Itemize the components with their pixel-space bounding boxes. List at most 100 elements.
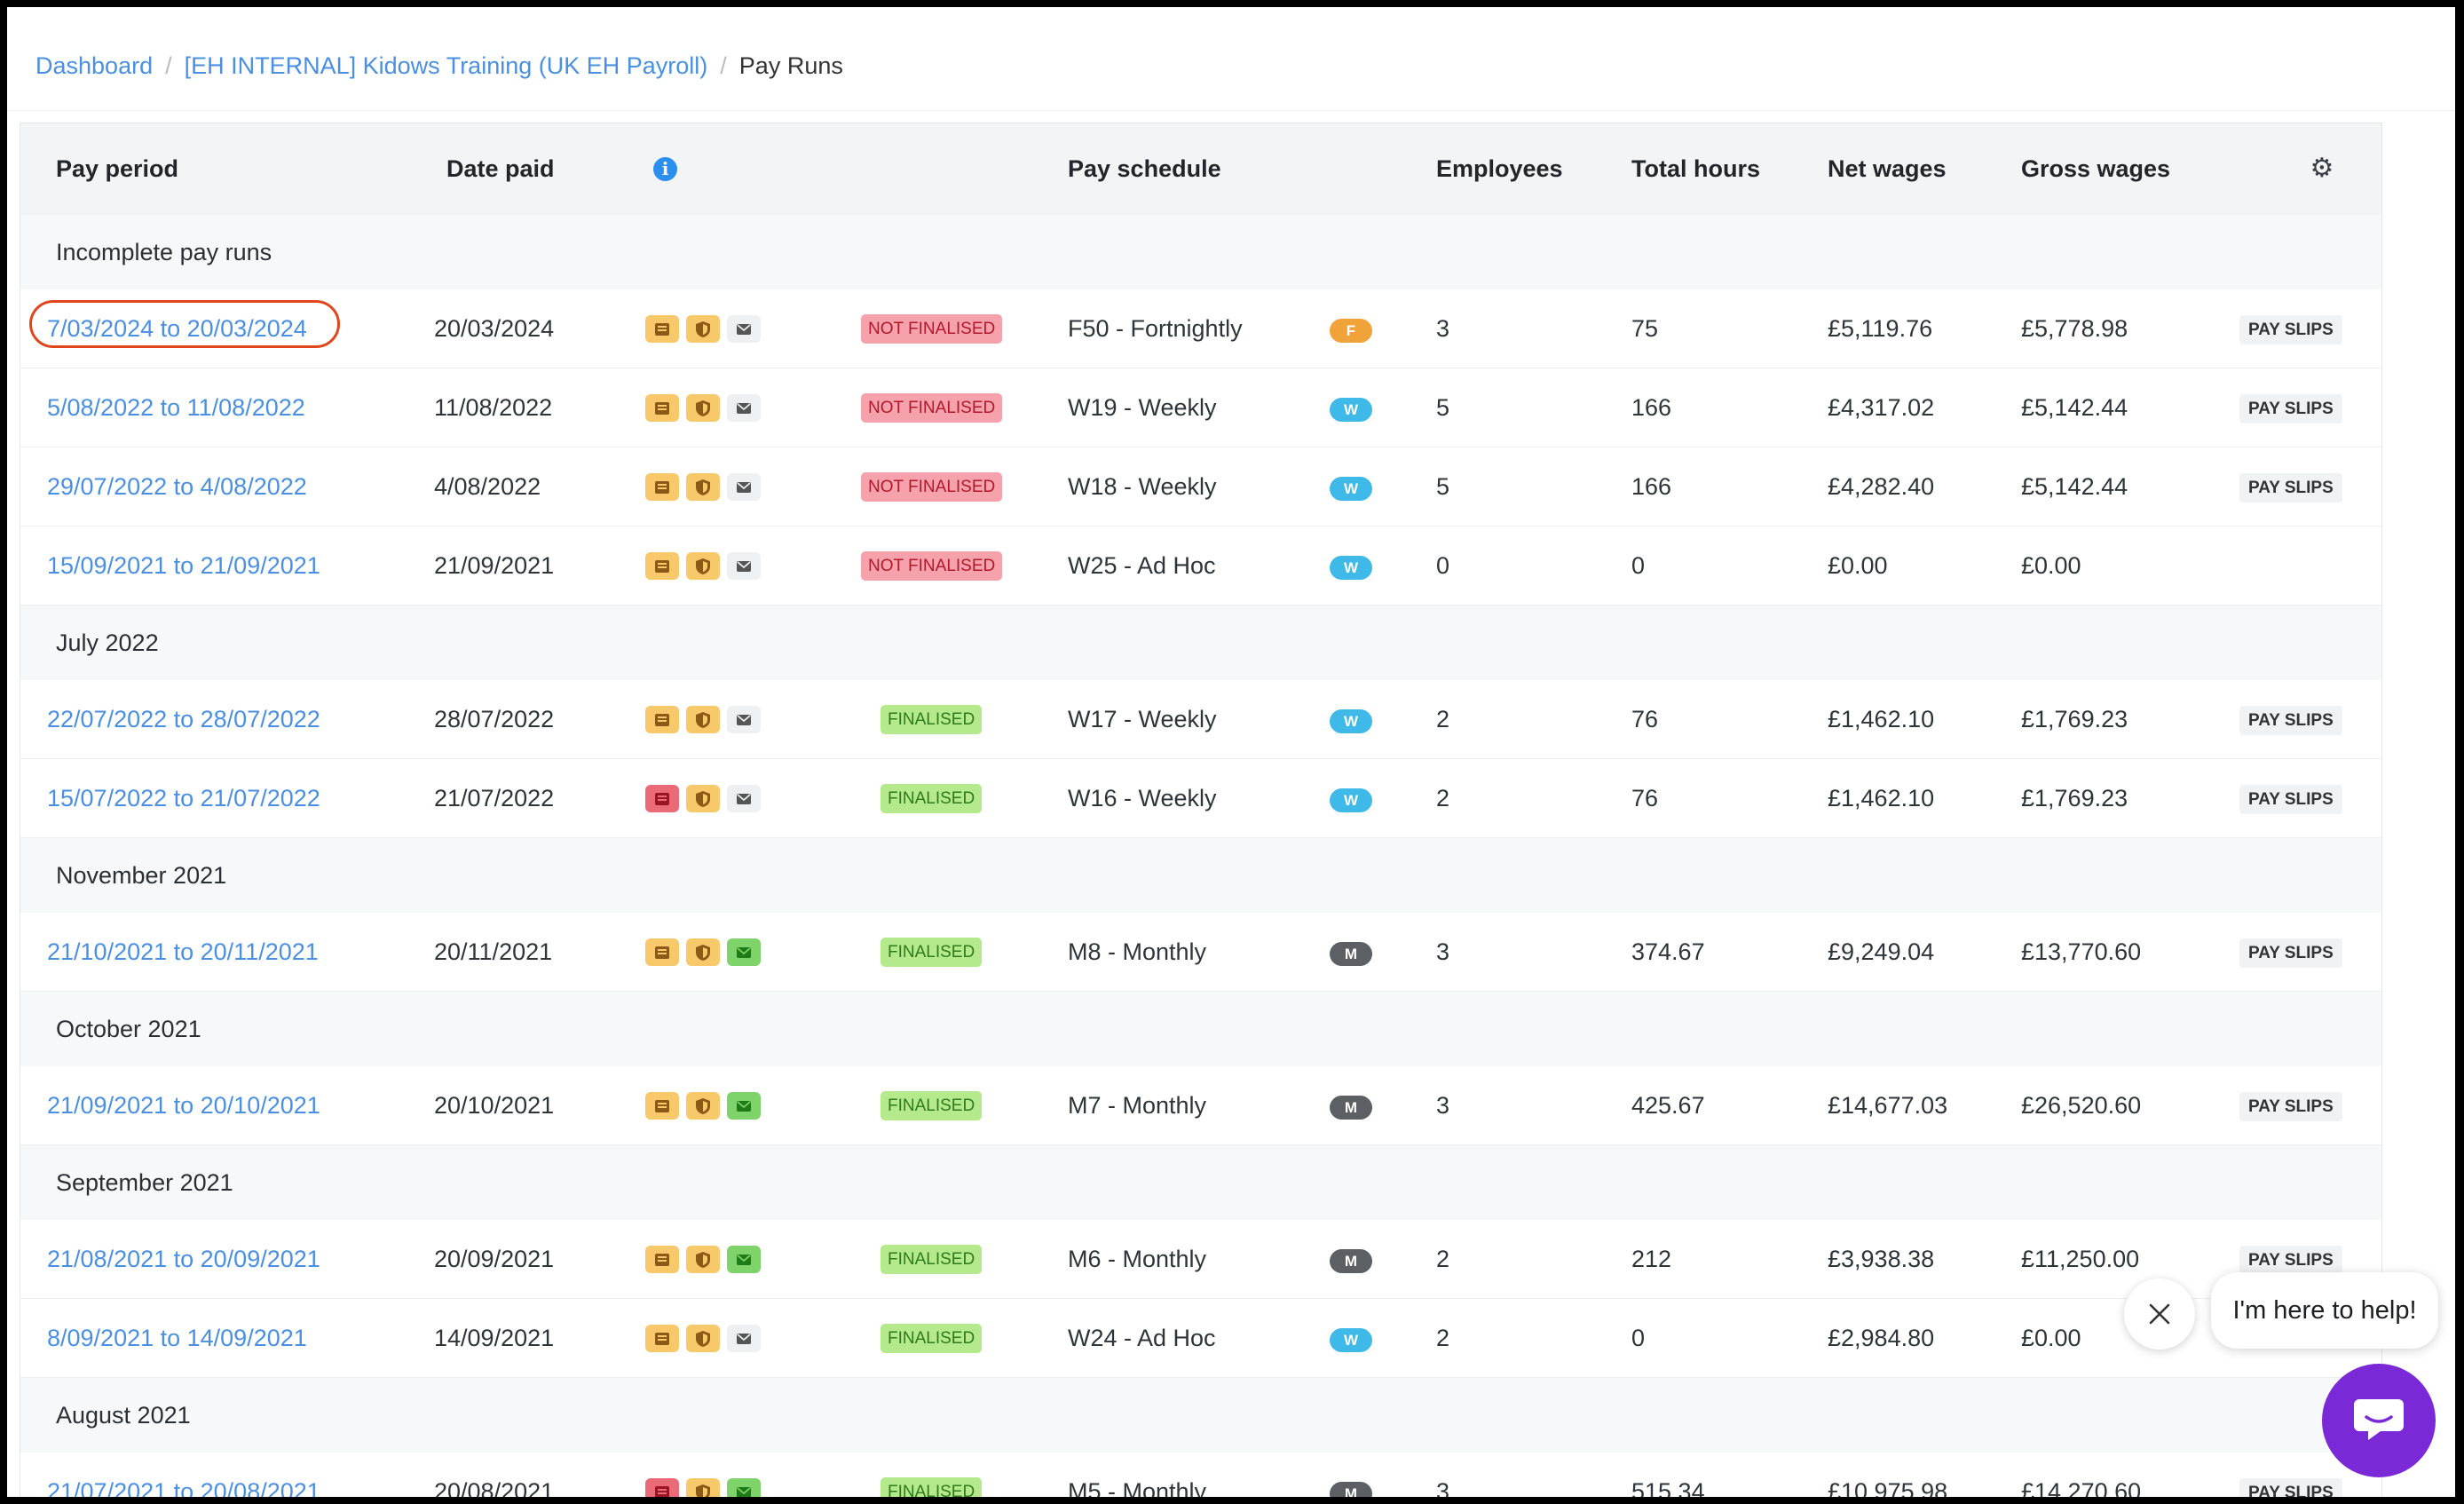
table-row[interactable]: 22/07/2022 to 28/07/2022 28/07/2022 FINALI… xyxy=(20,680,2381,759)
header-pay-schedule[interactable]: Pay schedule xyxy=(1068,155,1221,182)
pay-slips-button[interactable]: PAY SLIPS xyxy=(2239,315,2342,344)
shield-icon[interactable] xyxy=(686,1325,720,1352)
payslip-icon[interactable] xyxy=(645,785,679,812)
pay-period-link[interactable]: 8/09/2021 to 14/09/2021 xyxy=(47,1325,307,1351)
total-hours: 212 xyxy=(1631,1246,1672,1272)
email-icon[interactable] xyxy=(727,1246,761,1273)
date-paid: 28/07/2022 xyxy=(434,706,555,732)
header-date-paid[interactable]: Date paid xyxy=(446,155,555,182)
total-hours: 76 xyxy=(1631,706,1659,732)
gear-icon[interactable]: ⚙ xyxy=(2310,154,2334,183)
payslip-icon[interactable] xyxy=(645,1325,679,1352)
table-row[interactable]: 21/10/2021 to 20/11/2021 20/11/2021 FINALI… xyxy=(20,913,2381,992)
highlight-circle xyxy=(29,300,340,348)
email-icon[interactable] xyxy=(727,938,761,966)
table-row[interactable]: 5/08/2022 to 11/08/2022 11/08/2022 NOT FIN… xyxy=(20,368,2381,447)
email-icon[interactable] xyxy=(727,394,761,422)
table-row[interactable]: 21/07/2021 to 20/08/2021 20/08/2021 FINALI… xyxy=(20,1453,2381,1497)
payslip-icon[interactable] xyxy=(645,315,679,343)
chat-launcher-button[interactable] xyxy=(2322,1364,2436,1477)
header-divider xyxy=(7,110,2455,111)
group-title: August 2021 xyxy=(56,1401,191,1429)
shield-icon[interactable] xyxy=(686,1092,720,1120)
payslip-icon[interactable] xyxy=(645,394,679,422)
pay-period-link[interactable]: 21/08/2021 to 20/09/2021 xyxy=(47,1246,320,1272)
pay-period-link[interactable]: 7/03/2024 to 20/03/2024 xyxy=(47,315,307,342)
pay-slips-button[interactable]: PAY SLIPS xyxy=(2239,1246,2342,1275)
total-hours: 515.34 xyxy=(1631,1478,1705,1497)
status-badge: FINALISED xyxy=(881,1324,983,1353)
payslip-icon[interactable] xyxy=(645,1092,679,1120)
table-row[interactable]: 8/09/2021 to 14/09/2021 14/09/2021 FINALIS… xyxy=(20,1299,2381,1378)
gross-wages: £26,520.60 xyxy=(2021,1092,2142,1119)
table-row[interactable]: 15/09/2021 to 21/09/2021 21/09/2021 NOT FI… xyxy=(20,526,2381,606)
payslip-icon[interactable] xyxy=(645,552,679,580)
shield-icon[interactable] xyxy=(686,785,720,812)
table-row[interactable]: 15/07/2022 to 21/07/2022 21/07/2022 FINALI… xyxy=(20,759,2381,838)
pay-period-link[interactable]: 21/09/2021 to 20/10/2021 xyxy=(47,1092,320,1119)
payslip-icon[interactable] xyxy=(645,938,679,966)
payslip-icon[interactable] xyxy=(645,1478,679,1497)
pay-period-link[interactable]: 21/10/2021 to 20/11/2021 xyxy=(47,938,319,965)
frequency-badge: M xyxy=(1330,942,1372,966)
frequency-badge: F xyxy=(1330,319,1372,343)
payslip-icon[interactable] xyxy=(645,1246,679,1273)
email-icon[interactable] xyxy=(727,785,761,812)
net-wages: £5,119.76 xyxy=(1828,315,1933,342)
pay-period-link[interactable]: 15/09/2021 to 21/09/2021 xyxy=(47,552,320,579)
table-row[interactable]: 7/03/2024 to 20/03/2024 20/03/2024 NOT FIN… xyxy=(20,289,2381,368)
pay-slips-button[interactable]: PAY SLIPS xyxy=(2239,1092,2342,1121)
header-pay-period[interactable]: Pay period xyxy=(56,155,179,182)
total-hours: 75 xyxy=(1631,315,1659,342)
total-hours: 166 xyxy=(1631,473,1672,500)
employees-count: 3 xyxy=(1436,315,1450,342)
header-net-wages[interactable]: Net wages xyxy=(1828,155,1947,182)
pay-period-link[interactable]: 15/07/2022 to 21/07/2022 xyxy=(47,785,320,811)
info-icon[interactable]: i xyxy=(653,157,677,181)
pay-period-link[interactable]: 5/08/2022 to 11/08/2022 xyxy=(47,394,305,421)
gross-wages: £0.00 xyxy=(2021,552,2081,579)
group-title: September 2021 xyxy=(56,1168,233,1196)
pay-slips-button[interactable]: PAY SLIPS xyxy=(2239,394,2342,423)
shield-icon[interactable] xyxy=(686,706,720,733)
shield-icon[interactable] xyxy=(686,394,720,422)
chat-message[interactable]: I'm here to help! xyxy=(2211,1272,2438,1349)
frequency-badge: M xyxy=(1330,1249,1372,1273)
header-employees[interactable]: Employees xyxy=(1436,155,1563,182)
employees-count: 3 xyxy=(1436,938,1450,965)
email-icon[interactable] xyxy=(727,1478,761,1497)
email-icon[interactable] xyxy=(727,552,761,580)
shield-icon[interactable] xyxy=(686,473,720,501)
total-hours: 166 xyxy=(1631,394,1672,421)
pay-period-link[interactable]: 29/07/2022 to 4/08/2022 xyxy=(47,473,307,500)
table-row[interactable]: 21/09/2021 to 20/10/2021 20/10/2021 FINALI… xyxy=(20,1066,2381,1145)
shield-icon[interactable] xyxy=(686,552,720,580)
pay-slips-button[interactable]: PAY SLIPS xyxy=(2239,785,2342,814)
header-total-hours[interactable]: Total hours xyxy=(1631,155,1760,182)
pay-slips-button[interactable]: PAY SLIPS xyxy=(2239,473,2342,503)
shield-icon[interactable] xyxy=(686,1246,720,1273)
email-icon[interactable] xyxy=(727,315,761,343)
pay-slips-button[interactable]: PAY SLIPS xyxy=(2239,938,2342,968)
email-icon[interactable] xyxy=(727,706,761,733)
email-icon[interactable] xyxy=(727,1092,761,1120)
breadcrumb-company[interactable]: [EH INTERNAL] Kidows Training (UK EH Pay… xyxy=(184,52,708,79)
payslip-icon[interactable] xyxy=(645,706,679,733)
email-icon[interactable] xyxy=(727,1325,761,1352)
shield-icon[interactable] xyxy=(686,315,720,343)
pay-schedule: M7 - Monthly xyxy=(1068,1092,1207,1119)
pay-period-link[interactable]: 21/07/2021 to 20/08/2021 xyxy=(47,1478,320,1497)
table-row[interactable]: 21/08/2021 to 20/09/2021 20/09/2021 FINALI… xyxy=(20,1220,2381,1299)
pay-period-link[interactable]: 22/07/2022 to 28/07/2022 xyxy=(47,706,320,732)
frequency-badge: W xyxy=(1330,398,1372,422)
table-row[interactable]: 29/07/2022 to 4/08/2022 4/08/2022 NOT FINA… xyxy=(20,447,2381,526)
header-gross-wages[interactable]: Gross wages xyxy=(2021,155,2171,182)
pay-slips-button[interactable]: PAY SLIPS xyxy=(2239,1478,2342,1497)
chat-close-button[interactable] xyxy=(2124,1278,2195,1350)
email-icon[interactable] xyxy=(727,473,761,501)
pay-slips-button[interactable]: PAY SLIPS xyxy=(2239,706,2342,735)
shield-icon[interactable] xyxy=(686,938,720,966)
breadcrumb-dashboard[interactable]: Dashboard xyxy=(36,52,154,79)
shield-icon[interactable] xyxy=(686,1478,720,1497)
payslip-icon[interactable] xyxy=(645,473,679,501)
